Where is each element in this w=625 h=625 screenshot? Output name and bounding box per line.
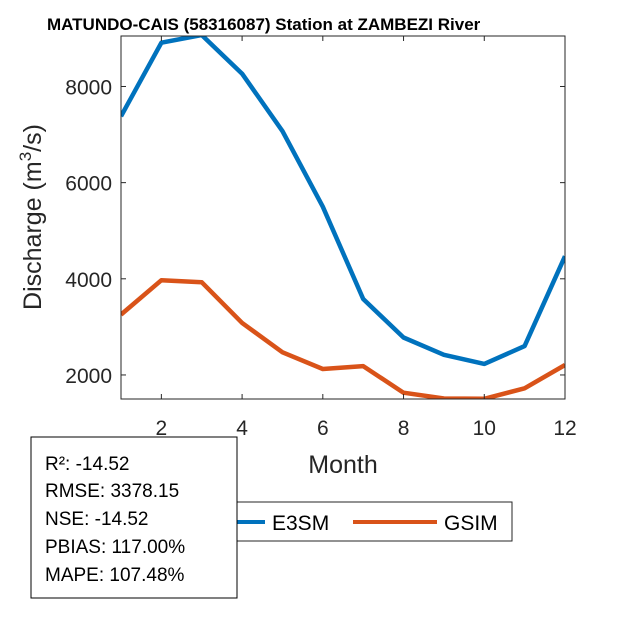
axes-box	[120, 35, 566, 400]
stat-pbias: PBIAS: 117.00%	[45, 537, 185, 558]
x-tick-label: 8	[398, 417, 410, 440]
y-tick-label: 8000	[65, 76, 112, 99]
y-axis-label-main: Discharge (m	[19, 161, 47, 310]
y-axis-label: Discharge (m3/s)	[16, 124, 47, 310]
plot-background	[121, 36, 565, 399]
legend: E3SM GSIM	[189, 501, 513, 542]
x-axis-label: Month	[308, 451, 377, 479]
x-tick-label: 12	[553, 417, 576, 440]
legend-label-e3sm: E3SM	[272, 512, 329, 535]
x-tick-label: 10	[473, 417, 496, 440]
x-tick-label: 6	[317, 417, 329, 440]
chart-title: MATUNDO-CAIS (58316087) Station at ZAMBE…	[47, 15, 481, 34]
plot-area: 2 4 6 8 10 12 2000 4000 6000 8000	[65, 35, 577, 440]
tick-layer: 2 4 6 8 10 12 2000 4000 6000 8000	[65, 36, 577, 440]
stat-nse: NSE: -14.52	[45, 509, 149, 530]
stats-box: R²: -14.52 RMSE: 3378.15 NSE: -14.52 PBI…	[30, 436, 238, 599]
legend-label-gsim: GSIM	[444, 512, 498, 535]
y-axis-label-suffix: /s)	[19, 124, 47, 152]
stats-box-border	[30, 436, 238, 599]
stat-rmse: RMSE: 3378.15	[45, 481, 179, 502]
stat-r2: R²: -14.52	[45, 454, 129, 475]
x-tick-label: 2	[156, 417, 168, 440]
series-line-gsim	[121, 277, 565, 399]
y-axis-label-sup: 3	[16, 152, 35, 161]
y-tick-label: 2000	[65, 365, 112, 388]
y-tick-label: 6000	[65, 173, 112, 196]
x-tick-label: 4	[236, 417, 248, 440]
stat-mape: MAPE: 107.48%	[45, 565, 185, 586]
y-tick-label: 4000	[65, 269, 112, 292]
